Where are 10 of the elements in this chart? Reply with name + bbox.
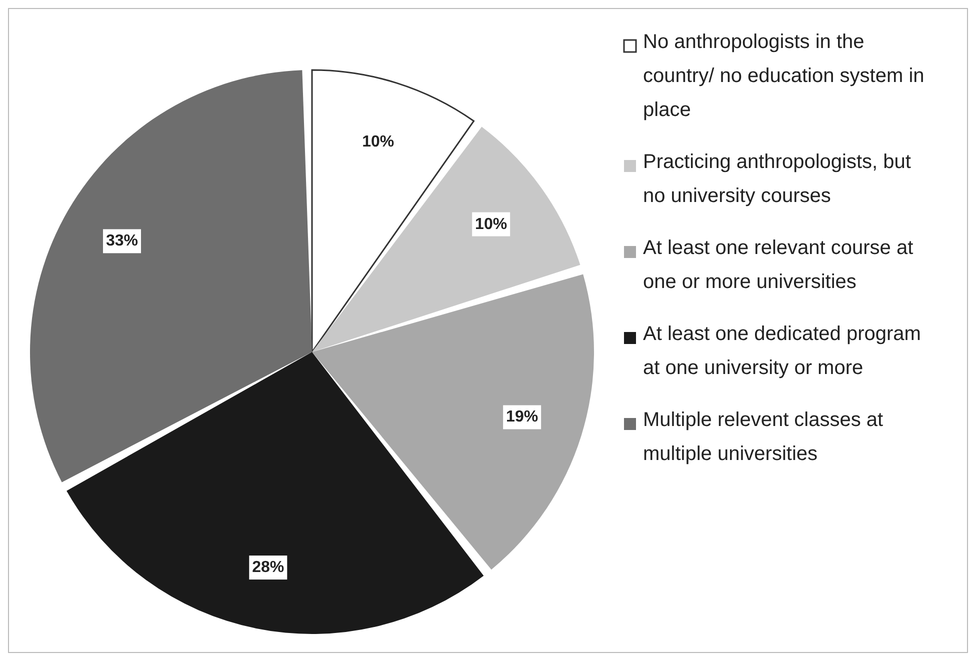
data-label: 28% <box>252 559 284 576</box>
data-label: 19% <box>506 408 538 426</box>
data-label: 33% <box>106 232 138 250</box>
legend-label: At least one relevant course at one or more universities <box>643 236 914 295</box>
legend-label: At least one dedicated program at one university or more <box>643 322 922 381</box>
legend-label: Practicing anthropologists, but no university courses <box>643 150 912 209</box>
legend-label: No anthropologists in the country/ no education system in place <box>643 30 926 123</box>
data-label: 10% <box>362 134 394 151</box>
legend-label: Multiple relevent classes at multiple universities <box>643 408 884 467</box>
data-label: 10% <box>475 216 508 233</box>
